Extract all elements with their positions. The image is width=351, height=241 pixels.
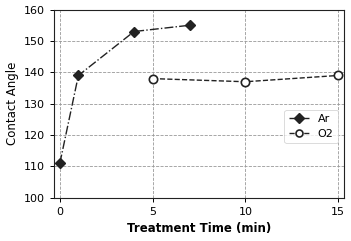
- Y-axis label: Contact Angle: Contact Angle: [6, 62, 19, 145]
- Legend: Ar, O2: Ar, O2: [284, 110, 338, 143]
- X-axis label: Treatment Time (min): Treatment Time (min): [127, 222, 271, 235]
